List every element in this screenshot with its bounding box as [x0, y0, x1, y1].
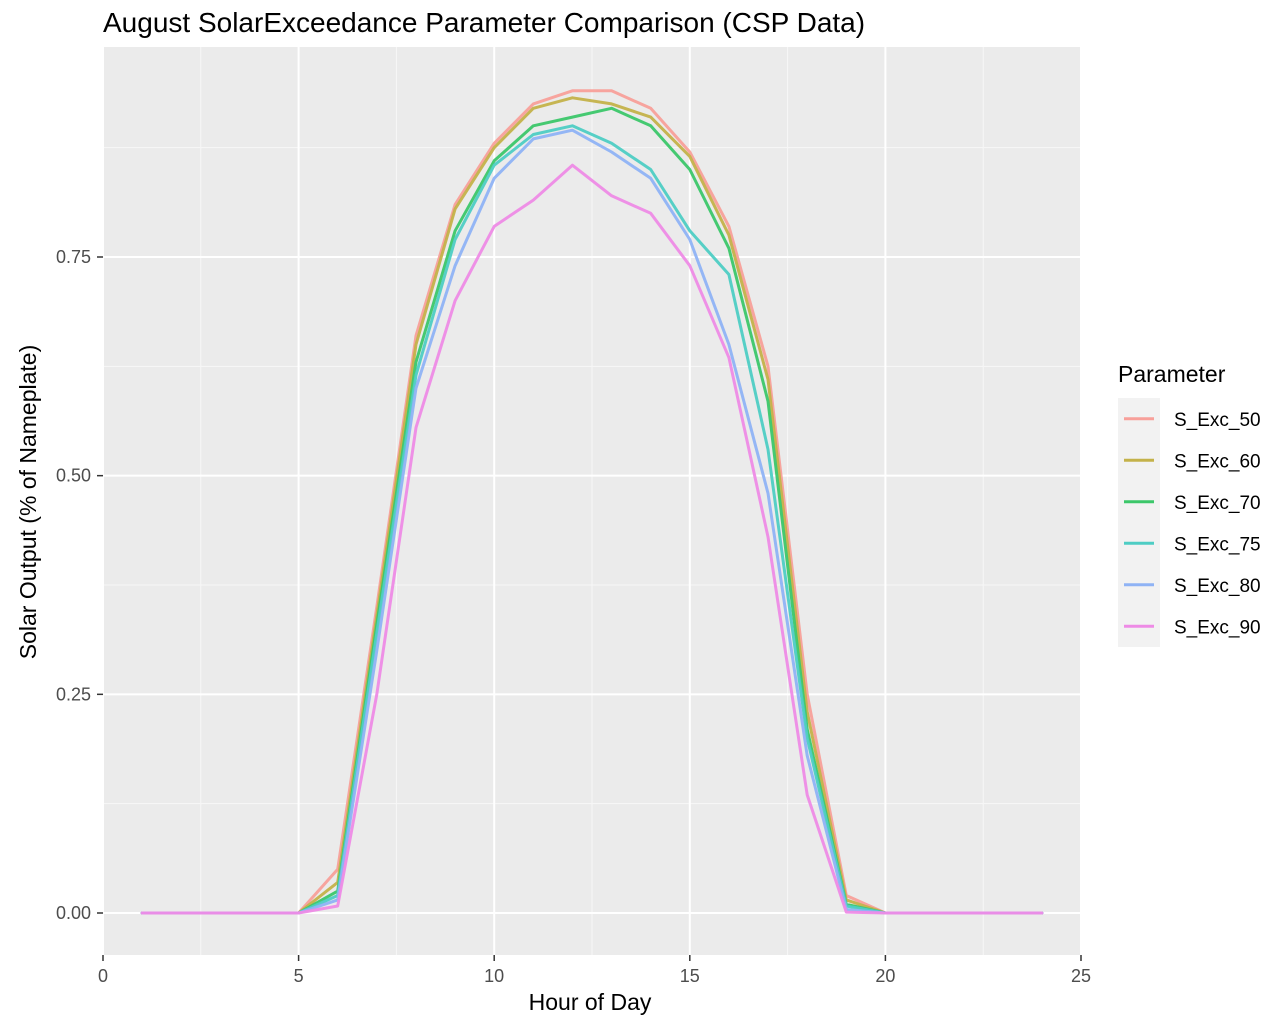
axis-ticks: [97, 256, 1082, 961]
y-tick-labels: 0.00 0.25 0.50 0.75: [56, 247, 91, 923]
legend-label: S_Exc_90: [1174, 617, 1261, 638]
y-axis-title: Solar Output (% of Nameplate): [15, 345, 41, 659]
legend-label: S_Exc_75: [1174, 534, 1261, 555]
legend-label: S_Exc_80: [1174, 576, 1261, 597]
x-tick-label: 25: [1071, 966, 1091, 986]
x-tick-label: 10: [484, 966, 504, 986]
legend: Parameter S_Exc_50 S_Exc_60 S_Exc_70 S_Exc_…: [1118, 361, 1261, 647]
x-axis-title: Hour of Day: [529, 989, 652, 1015]
legend-title: Parameter: [1118, 361, 1226, 387]
x-tick-label: 15: [680, 966, 700, 986]
legend-label: S_Exc_70: [1174, 493, 1261, 514]
series-line-s-exc-90: [140, 163, 1044, 915]
y-tick-label: 0.00: [56, 903, 91, 923]
y-tick-label: 0.75: [56, 247, 91, 267]
x-tick-label: 0: [98, 966, 108, 986]
x-tick-label: 5: [294, 966, 304, 986]
chart-title: August SolarExceedance Parameter Compari…: [103, 7, 865, 38]
x-tick-labels: 0 5 10 15 20 25: [98, 966, 1091, 986]
y-tick-label: 0.50: [56, 466, 91, 486]
legend-label: S_Exc_60: [1174, 451, 1261, 472]
series-lines: [140, 89, 1044, 915]
legend-key-background: [1118, 398, 1160, 647]
legend-label: S_Exc_50: [1174, 410, 1261, 431]
y-tick-label: 0.25: [56, 684, 91, 704]
x-tick-label: 20: [875, 966, 895, 986]
